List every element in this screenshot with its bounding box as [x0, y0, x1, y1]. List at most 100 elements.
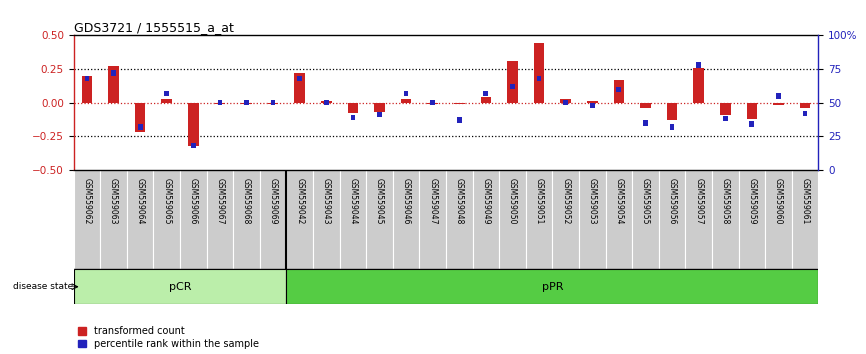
- Text: GSM559064: GSM559064: [136, 178, 145, 224]
- Bar: [217, 100, 223, 105]
- Bar: [749, 121, 754, 127]
- Text: GSM559068: GSM559068: [242, 178, 251, 224]
- Bar: [457, 118, 462, 123]
- Bar: [180, 170, 207, 269]
- Bar: [377, 112, 382, 118]
- Bar: [111, 70, 116, 76]
- Bar: [510, 84, 515, 89]
- Text: GSM559042: GSM559042: [295, 178, 304, 224]
- Bar: [632, 170, 659, 269]
- Text: GSM559069: GSM559069: [268, 178, 278, 224]
- Bar: [667, 103, 677, 120]
- Bar: [153, 170, 180, 269]
- Bar: [366, 170, 393, 269]
- Bar: [165, 91, 169, 96]
- Bar: [430, 100, 435, 105]
- Bar: [446, 170, 473, 269]
- Bar: [803, 111, 807, 116]
- Bar: [347, 103, 359, 113]
- Bar: [374, 103, 385, 112]
- Bar: [215, 103, 225, 104]
- Text: pCR: pCR: [169, 282, 191, 292]
- Bar: [507, 61, 518, 103]
- Bar: [81, 76, 92, 103]
- Bar: [499, 170, 526, 269]
- Text: GSM559046: GSM559046: [402, 178, 410, 224]
- Bar: [351, 115, 355, 120]
- Bar: [191, 143, 196, 148]
- Bar: [563, 100, 568, 105]
- Bar: [613, 80, 624, 103]
- Bar: [720, 103, 731, 115]
- Text: GSM559067: GSM559067: [216, 178, 224, 224]
- Text: GSM559054: GSM559054: [614, 178, 624, 224]
- Bar: [401, 99, 411, 103]
- Bar: [537, 76, 541, 81]
- Text: GDS3721 / 1555515_a_at: GDS3721 / 1555515_a_at: [74, 21, 234, 34]
- Bar: [287, 170, 313, 269]
- Bar: [590, 103, 595, 108]
- Bar: [605, 170, 632, 269]
- Bar: [313, 170, 339, 269]
- Bar: [233, 170, 260, 269]
- Text: GSM559052: GSM559052: [561, 178, 570, 224]
- Bar: [74, 170, 100, 269]
- Bar: [587, 101, 598, 103]
- Bar: [108, 66, 119, 103]
- Bar: [135, 103, 145, 132]
- Bar: [659, 170, 685, 269]
- Bar: [685, 170, 712, 269]
- Bar: [560, 99, 571, 103]
- Text: GSM559056: GSM559056: [668, 178, 676, 224]
- Text: GSM559051: GSM559051: [534, 178, 544, 224]
- Bar: [188, 103, 198, 146]
- Bar: [74, 269, 287, 304]
- Bar: [746, 103, 757, 119]
- Bar: [339, 170, 366, 269]
- Text: GSM559062: GSM559062: [82, 178, 92, 224]
- Bar: [712, 170, 739, 269]
- Bar: [100, 170, 126, 269]
- Bar: [297, 76, 302, 81]
- Bar: [696, 62, 701, 68]
- Text: GSM559053: GSM559053: [588, 178, 597, 224]
- Text: GSM559061: GSM559061: [800, 178, 810, 224]
- Bar: [739, 170, 766, 269]
- Bar: [393, 170, 419, 269]
- Bar: [85, 76, 89, 81]
- Bar: [126, 170, 153, 269]
- Text: GSM559049: GSM559049: [481, 178, 490, 224]
- Bar: [268, 103, 279, 104]
- Bar: [419, 170, 446, 269]
- Bar: [207, 170, 233, 269]
- Bar: [428, 103, 438, 104]
- Bar: [260, 170, 287, 269]
- Text: GSM559043: GSM559043: [322, 178, 331, 224]
- Bar: [533, 44, 545, 103]
- Bar: [294, 73, 305, 103]
- Bar: [324, 100, 329, 105]
- Text: GSM559044: GSM559044: [348, 178, 358, 224]
- Bar: [271, 100, 275, 105]
- Bar: [161, 99, 172, 103]
- Text: GSM559057: GSM559057: [695, 178, 703, 224]
- Text: GSM559059: GSM559059: [747, 178, 756, 224]
- Text: disease state: disease state: [13, 282, 74, 291]
- Text: GSM559045: GSM559045: [375, 178, 384, 224]
- Bar: [481, 97, 491, 103]
- Text: GSM559048: GSM559048: [455, 178, 464, 224]
- Bar: [723, 116, 727, 121]
- Bar: [773, 103, 784, 105]
- Text: GSM559058: GSM559058: [721, 178, 730, 224]
- Bar: [643, 120, 648, 126]
- Text: GSM559066: GSM559066: [189, 178, 197, 224]
- Bar: [766, 170, 792, 269]
- Bar: [526, 170, 553, 269]
- Text: GSM559065: GSM559065: [162, 178, 171, 224]
- Bar: [694, 68, 704, 103]
- Text: GSM559050: GSM559050: [508, 178, 517, 224]
- Text: GSM559060: GSM559060: [774, 178, 783, 224]
- Bar: [473, 170, 499, 269]
- Bar: [617, 86, 621, 92]
- Text: GSM559063: GSM559063: [109, 178, 118, 224]
